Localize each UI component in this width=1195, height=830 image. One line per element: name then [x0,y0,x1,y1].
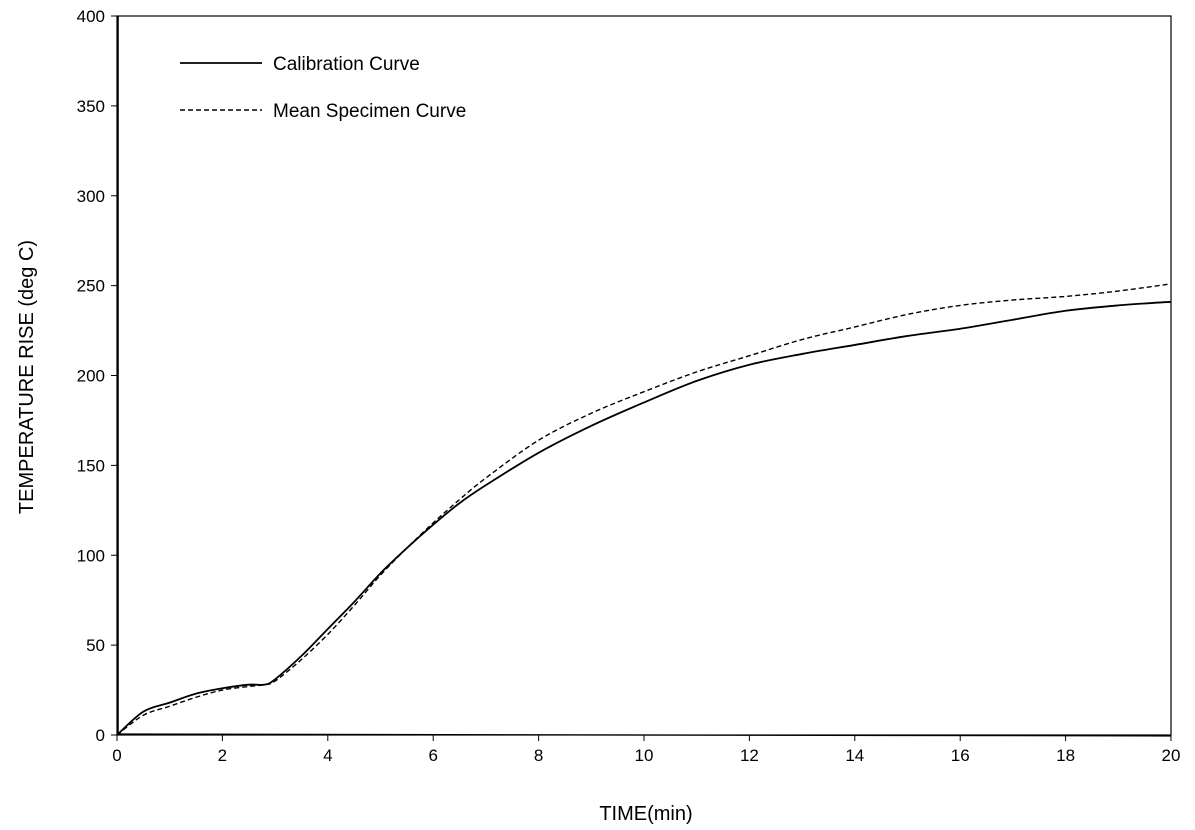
x-tick-label: 8 [534,746,543,765]
x-tick-label: 18 [1056,746,1075,765]
y-tick-label: 50 [86,636,105,655]
y-tick-label: 100 [77,546,105,565]
y-tick-label: 350 [77,97,105,116]
legend: Calibration Curve Mean Specimen Curve [180,54,466,122]
plot-frame [116,15,1172,736]
baseline-trace [116,733,1172,737]
mean-specimen-curve-line [116,283,1172,736]
legend-label: Calibration Curve [273,54,420,75]
series-lines [116,16,1172,737]
tick-labels: 0 2 4 6 8 10 12 14 16 18 2005010015020025030035040… [77,7,1181,765]
x-tick-label: 10 [635,746,654,765]
y-axis-title: TEMPERATURE RISE (deg C) [16,240,38,514]
x-tick-label: 0 [112,746,121,765]
calibration-curve-line [116,300,1172,736]
x-tick-label: 20 [1162,746,1181,765]
axes [111,15,1172,741]
x-tick-label: 12 [740,746,759,765]
y-tick-label: 200 [77,367,105,386]
x-tick-label: 4 [323,746,332,765]
x-tick-label: 2 [218,746,227,765]
y-tick-label: 150 [77,456,105,475]
y-tick-label: 0 [96,726,105,745]
x-tick-label: 16 [951,746,970,765]
y-tick-label: 400 [77,7,105,26]
y-tick-label: 300 [77,187,105,206]
x-axis-title: TIME(min) [599,803,692,825]
x-tick-label: 6 [428,746,437,765]
legend-label: Mean Specimen Curve [273,101,466,122]
x-tick-label: 14 [845,746,864,765]
y-tick-label: 250 [77,277,105,296]
